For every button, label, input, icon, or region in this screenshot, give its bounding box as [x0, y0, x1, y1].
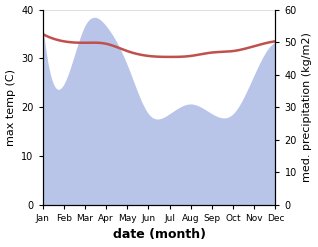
X-axis label: date (month): date (month)	[113, 228, 205, 242]
Y-axis label: max temp (C): max temp (C)	[5, 69, 16, 146]
Y-axis label: med. precipitation (kg/m2): med. precipitation (kg/m2)	[302, 32, 313, 182]
